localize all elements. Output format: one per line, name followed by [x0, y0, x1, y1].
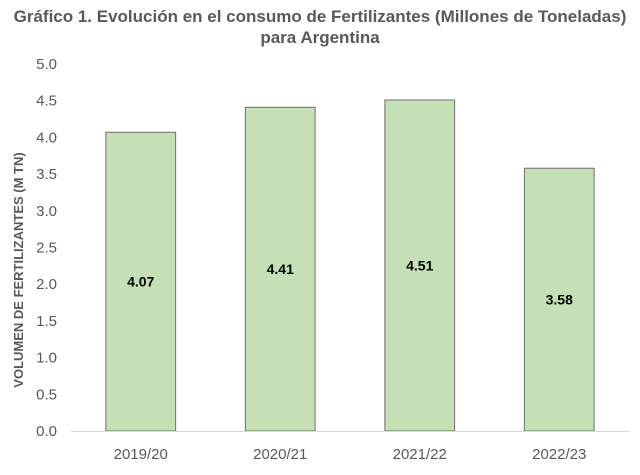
x-tick-label: 2020/21	[253, 446, 307, 463]
x-tick-label: 2019/20	[114, 446, 168, 463]
bar-2021-22	[384, 99, 456, 432]
y-tick-label: 4.0	[36, 129, 57, 146]
y-tick-label: 5.0	[36, 56, 57, 73]
x-tick-label: 2022/23	[532, 446, 586, 463]
y-axis-label: VOLUMEN DE FERTILIZANTES (M TN)	[11, 152, 26, 387]
y-tick-label: 1.0	[36, 350, 57, 367]
y-tick-label: 0.5	[36, 386, 57, 403]
chart-title-line2: para Argentina	[260, 28, 380, 47]
data-label: 3.58	[546, 292, 573, 308]
data-label: 4.07	[127, 274, 154, 290]
data-label: 4.51	[406, 257, 433, 273]
y-tick-label: 3.0	[36, 203, 57, 220]
y-tick-label: 3.5	[36, 166, 57, 183]
y-tick-label: 0.0	[36, 423, 57, 440]
y-tick-label: 4.5	[36, 93, 57, 110]
y-tick-label: 1.5	[36, 313, 57, 330]
x-tick-label: 2021/22	[393, 446, 447, 463]
data-label: 4.41	[267, 261, 294, 277]
bar-2019-20	[105, 131, 177, 432]
chart-title: Gráfico 1. Evolución en el consumo de Fe…	[0, 6, 640, 48]
bar-2020-21	[244, 106, 316, 432]
chart-title-line1: Gráfico 1. Evolución en el consumo de Fe…	[13, 7, 627, 26]
bar-2022-23	[523, 167, 595, 432]
y-tick-label: 2.0	[36, 276, 57, 293]
y-tick-label: 2.5	[36, 240, 57, 257]
